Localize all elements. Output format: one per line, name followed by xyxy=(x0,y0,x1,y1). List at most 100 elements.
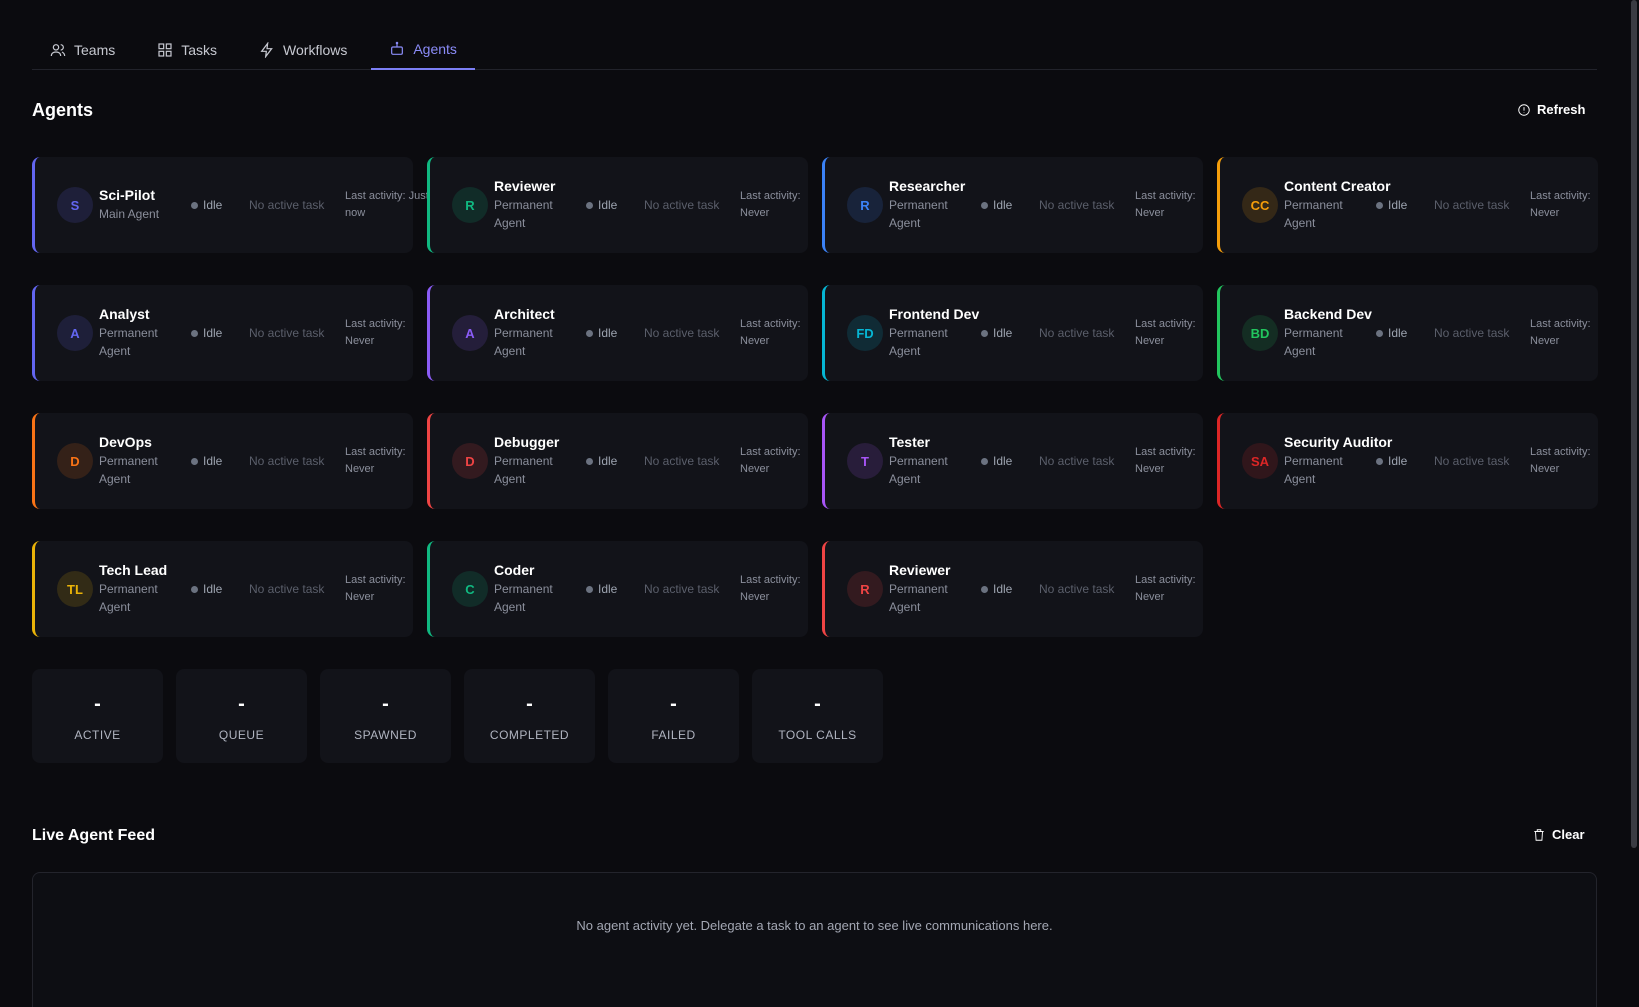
agent-last-activity: Last activity: Never xyxy=(740,574,801,603)
agent-task: No active task xyxy=(644,582,720,596)
agent-task: No active task xyxy=(1039,582,1115,596)
status-dot xyxy=(191,201,198,209)
agent-status: Idle xyxy=(586,582,634,596)
agent-role: Main Agent xyxy=(99,207,160,221)
clear-button[interactable]: Clear xyxy=(1532,827,1585,842)
stats-row: - ACTIVE - QUEUE - SPAWNED - COMPLETED - FAILED - T… xyxy=(32,669,883,763)
agent-avatar: FD xyxy=(847,315,883,351)
agent-info: Debugger Permanent Agent xyxy=(494,434,586,488)
agent-task: No active task xyxy=(644,326,720,340)
agent-status: Idle xyxy=(981,582,1029,596)
agent-card[interactable]: D DevOps Permanent Agent Idle No active task… xyxy=(32,413,413,509)
agent-name: Content Creator xyxy=(1284,178,1391,194)
status-dot xyxy=(191,329,198,337)
agent-role: Permanent Agent xyxy=(1284,454,1343,486)
agent-avatar: A xyxy=(452,315,488,351)
stat-value: - xyxy=(238,693,245,715)
agent-last-activity: Last activity: Never xyxy=(1530,190,1591,219)
agent-status: Idle xyxy=(1376,326,1424,340)
status-label: Idle xyxy=(598,198,618,212)
agent-card[interactable]: R Reviewer Permanent Agent Idle No active ta… xyxy=(427,157,808,253)
stat-card: - COMPLETED xyxy=(464,669,595,763)
status-dot xyxy=(981,585,988,593)
agent-status: Idle xyxy=(191,582,239,596)
stat-label: FAILED xyxy=(651,728,696,742)
status-label: Idle xyxy=(993,326,1013,340)
agent-info: Analyst Permanent Agent xyxy=(99,306,191,360)
agent-card[interactable]: R Researcher Permanent Agent Idle No active … xyxy=(822,157,1203,253)
agent-task: No active task xyxy=(249,582,325,596)
status-label: Idle xyxy=(993,454,1013,468)
agent-task: No active task xyxy=(1039,454,1115,468)
agent-avatar: D xyxy=(57,443,93,479)
agent-card[interactable]: S Sci-Pilot Main Agent Idle No active task La… xyxy=(32,157,429,253)
agent-name: Tester xyxy=(889,434,930,450)
agent-info: Reviewer Permanent Agent xyxy=(494,178,586,232)
stat-value: - xyxy=(670,693,677,715)
agent-avatar: R xyxy=(847,187,883,223)
agent-card[interactable]: SA Security Auditor Permanent Agent Idle No … xyxy=(1217,413,1598,509)
agent-last-activity: Last activity: Never xyxy=(740,446,801,475)
refresh-label: Refresh xyxy=(1537,102,1586,117)
agent-info: Security Auditor Permanent Agent xyxy=(1284,434,1393,488)
agent-name: Security Auditor xyxy=(1284,434,1393,450)
agent-name: Analyst xyxy=(99,306,150,322)
agent-name: Sci-Pilot xyxy=(99,187,156,203)
agent-card[interactable]: D Debugger Permanent Agent Idle No active ta… xyxy=(427,413,808,509)
agent-avatar: D xyxy=(452,443,488,479)
agent-card[interactable]: FD Frontend Dev Permanent Agent Idle No acti… xyxy=(822,285,1203,381)
agent-task: No active task xyxy=(249,326,325,340)
agent-status: Idle xyxy=(1376,198,1424,212)
feed-empty: No agent activity yet. Delegate a task t… xyxy=(576,918,1053,933)
agent-role: Permanent Agent xyxy=(889,454,948,486)
stat-value: - xyxy=(382,693,389,715)
tab-label: Teams xyxy=(74,42,116,58)
clear-label: Clear xyxy=(1552,827,1585,842)
status-label: Idle xyxy=(1388,454,1408,468)
agent-task: No active task xyxy=(1039,326,1115,340)
agent-info: Researcher Permanent Agent xyxy=(889,178,981,232)
status-dot xyxy=(586,585,593,593)
agent-role: Permanent Agent xyxy=(494,326,553,358)
agent-card[interactable]: T Tester Permanent Agent Idle No active task… xyxy=(822,413,1203,509)
feed-panel: No agent activity yet. Delegate a task t… xyxy=(32,872,1597,1007)
tab[interactable]: Workflows xyxy=(241,30,365,70)
agent-card[interactable]: A Analyst Permanent Agent Idle No active tas… xyxy=(32,285,413,381)
tab[interactable]: Agents xyxy=(371,30,475,70)
agent-name: Debugger xyxy=(494,434,560,450)
stat-value: - xyxy=(94,693,101,715)
agent-card[interactable]: A Architect Permanent Agent Idle No active t… xyxy=(427,285,808,381)
agent-role: Permanent Agent xyxy=(494,582,553,614)
agent-last-activity: Last activity: Never xyxy=(1530,318,1591,347)
agent-avatar: R xyxy=(452,187,488,223)
agent-info: Content Creator Permanent Agent xyxy=(1284,178,1391,232)
agent-task: No active task xyxy=(1434,198,1510,212)
agent-task: No active task xyxy=(249,198,325,212)
status-dot xyxy=(981,201,988,209)
agent-card[interactable]: CC Content Creator Permanent Agent Idle No a… xyxy=(1217,157,1598,253)
agent-status: Idle xyxy=(586,454,634,468)
refresh-button[interactable]: Refresh xyxy=(1517,102,1585,117)
tab[interactable]: Tasks xyxy=(139,30,235,70)
agent-card[interactable]: TL Tech Lead Permanent Agent Idle No active … xyxy=(32,541,413,637)
status-label: Idle xyxy=(993,198,1013,212)
tab-label: Workflows xyxy=(283,42,348,58)
agent-last-activity: Last activity: Never xyxy=(1135,190,1196,219)
agent-card[interactable]: C Coder Permanent Agent Idle No active task L… xyxy=(427,541,808,637)
agent-task: No active task xyxy=(644,454,720,468)
agent-avatar: R xyxy=(847,571,883,607)
agent-status: Idle xyxy=(981,326,1029,340)
stat-value: - xyxy=(526,693,533,715)
agent-info: Frontend Dev Permanent Agent xyxy=(889,306,981,360)
agent-avatar: C xyxy=(452,571,488,607)
agent-name: Architect xyxy=(494,306,555,322)
agent-last-activity: Last activity: Never xyxy=(1135,318,1196,347)
agent-role: Permanent Agent xyxy=(889,198,948,230)
tab[interactable]: Teams xyxy=(32,30,133,70)
agent-last-activity: Last activity: Never xyxy=(345,574,406,603)
agent-task: No active task xyxy=(1434,454,1510,468)
agent-card[interactable]: BD Backend Dev Permanent Agent Idle No activ… xyxy=(1217,285,1598,381)
status-dot xyxy=(1376,201,1383,209)
agent-avatar: TL xyxy=(57,571,93,607)
agent-card[interactable]: R Reviewer Permanent Agent Idle No active ta… xyxy=(822,541,1203,637)
